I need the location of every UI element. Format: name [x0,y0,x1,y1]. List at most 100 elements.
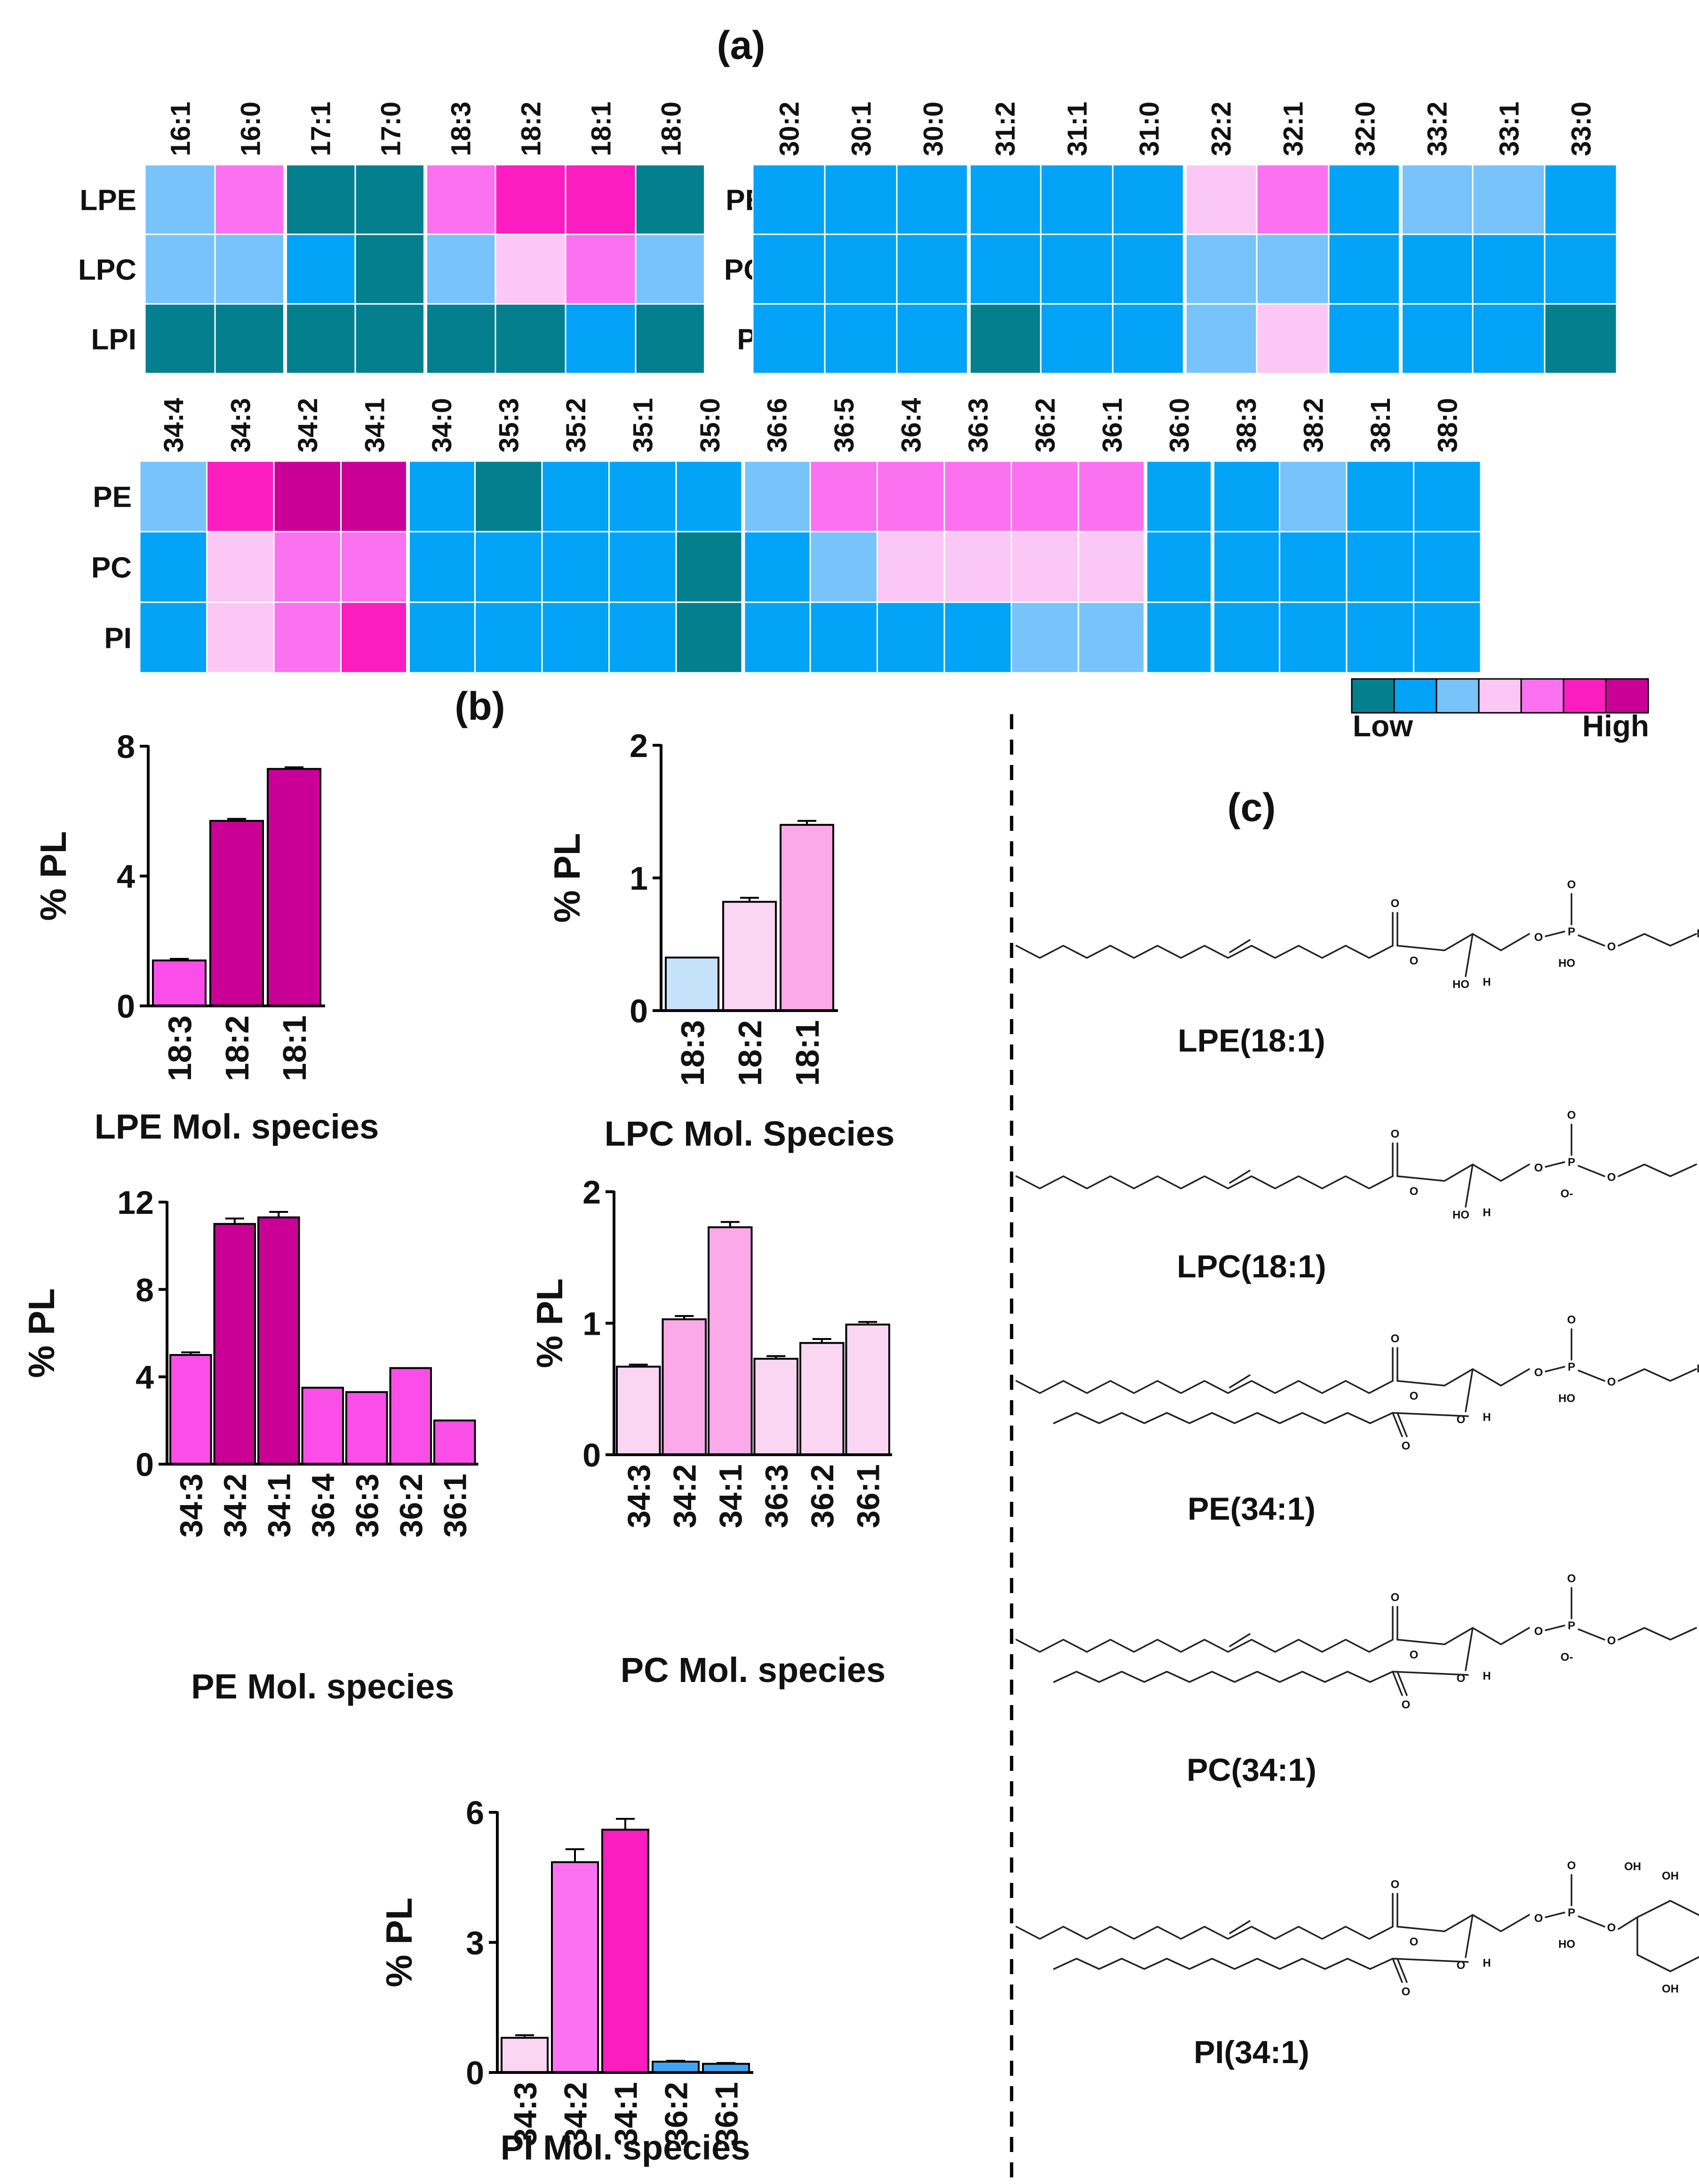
hydrogen-label: H [1483,1411,1491,1424]
heatmap-cell [424,233,496,305]
panel-label-c: (c) [1228,785,1276,829]
x-tick-label: 34:2 [558,2082,593,2146]
x-tick-label: 36:1 [851,1464,886,1528]
heatmap-cell [1413,531,1482,603]
heatmap-cell [675,531,744,603]
glycerol-bond [1465,933,1474,977]
heatmap-cell [1472,303,1546,375]
oxygen-label: O [1534,1162,1543,1174]
heatmap-cell [284,164,356,235]
heatmap-pl_heatmap_bottom: PE PC PI 34:4 34:3 34:2 34:1 34:0 35:3 35:2 35:1 35… [91,398,1482,674]
bar [345,1391,388,1465]
heatmap-cell [541,531,610,603]
acyl-chain [1053,1958,1394,1970]
heatmap-cell [1077,601,1146,674]
bar [845,1323,890,1456]
acyl-chain [1015,1926,1394,1940]
heatmap-cell [340,460,409,533]
oxygen-label: O [1391,1878,1400,1891]
heatmap-cell [407,531,476,603]
heatmap-column-label: 35:3 [494,398,525,453]
heatmap-cell [1472,164,1546,235]
phosphorus-label: P [1568,1156,1575,1169]
y-axis-title: % PL [21,1288,62,1378]
x-tick-label: 18:2 [732,1020,768,1086]
heatmap-cell [1256,303,1330,375]
hydroxyl-label: OH [1662,1870,1679,1882]
oxygen-label: O [1410,1649,1419,1661]
oxygen-label: O [1567,878,1576,891]
heatmap-cell [565,164,637,235]
oxygen-label: O [1534,931,1543,944]
heatmap-cell [1346,460,1414,533]
phosphate-bond [1545,1161,1565,1168]
heatmap-cell [824,303,898,375]
heatmap-cell [896,303,970,375]
bar-chart-pi_bar: 34:3 34:2 34:1 36:2 36:1 0 3 6 % PL PI Mol. speci… [378,1794,753,2167]
heatmap-cell [943,601,1012,674]
legend-swatch [1351,678,1395,714]
x-tick-label: 34:3 [507,2082,543,2146]
heatmap-column-label: 34:1 [360,398,391,453]
glycerol-backbone [1396,933,1530,951]
oxygen-label: O- [1561,1188,1573,1200]
y-tick-label: 0 [117,988,135,1025]
heatmap-cell [1212,531,1280,603]
bar [722,901,777,1012]
heatmap-cell [896,164,970,235]
sn2-carbonyl [1396,1671,1408,1696]
heatmap-column-label: 16:0 [235,102,266,156]
heatmap-cell [139,531,207,603]
headgroup-chain [1618,1368,1697,1382]
heatmap-cell [742,531,811,603]
heatmap-cell [1279,601,1348,674]
heatmap-cell [1145,460,1213,533]
heatmap-column-label: 31:0 [1134,102,1165,156]
heatmap-cell [968,164,1042,235]
heatmap-cell [144,164,216,235]
heatmap-cell [284,233,356,305]
heatmap-cell [1346,601,1414,674]
heatmap-row-label: LPI [91,323,136,356]
heatmap-cell [144,303,216,375]
heatmap-cell [495,233,566,305]
double-bond [1229,1374,1251,1388]
heatmap-panel: LPE LPC LPI 16:1 16:0 17:1 17:0 18:3 18:2 18:1 18:… [78,102,1618,674]
double-bond [1229,1920,1251,1934]
bar [209,820,264,1007]
hydroxyl-label: OH [1662,1983,1679,1995]
oxygen-label: O- [1561,1651,1573,1664]
glycerol-backbone [1396,1914,1530,1932]
glycerol-backbone [1396,1164,1530,1182]
phosphate-bond [1545,1625,1565,1631]
y-tick-label: 8 [117,728,135,765]
heatmap-cell [206,531,275,603]
oxygen-label: O [1391,897,1400,910]
heatmap-cell [1040,303,1114,375]
sn2-carbonyl [1396,1958,1408,1983]
y-tick-label: 2 [582,1174,601,1211]
heatmap-cell [675,601,744,674]
hydrogen-label: H [1483,1957,1491,1969]
acyl-chain [1015,1175,1394,1189]
heatmap-column-label: 32:2 [1206,102,1236,156]
heatmap-column-label: 34:0 [427,398,457,453]
heatmap-cell [495,164,566,235]
legend-swatch [1393,678,1437,714]
heatmap-cell [1544,233,1618,305]
legend-swatch [1563,678,1607,714]
panel-label-b: (b) [455,684,505,728]
bar [551,1861,599,2074]
heatmap-cell [675,460,744,533]
heatmap-cell [742,601,811,674]
oxygen-label: O [1607,941,1616,953]
nitrogen-label: NH2 [1697,927,1699,940]
hydrogen-label: H [1483,976,1491,988]
heatmap-cell [1400,164,1474,235]
heatmap-column-label: 17:0 [375,102,406,156]
y-tick-label: 3 [466,1925,484,1961]
heatmap-column-label: 30:2 [774,102,805,156]
oxygen-label: O [1567,1314,1576,1326]
panel-label-a: (a) [717,23,766,67]
